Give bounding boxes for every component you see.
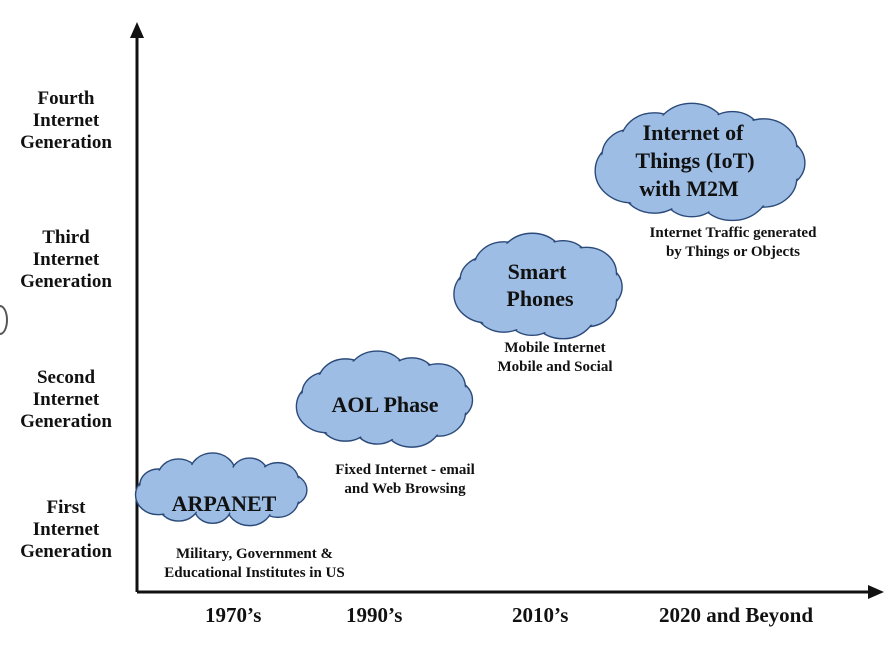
cloud-label-iot-line3: with M2M <box>639 176 739 201</box>
caption-smart-phones: Mobile Internet Mobile and Social <box>470 339 640 377</box>
x-label-2020-and-beyond: 2020 and Beyond <box>659 603 814 627</box>
caption-line: Mobile Internet <box>504 340 606 356</box>
y-label-line: Generation <box>20 541 112 562</box>
y-label-line: Internet <box>32 519 100 540</box>
y-label-fourth-generation: Fourth Internet Generation <box>6 88 126 154</box>
y-label-line: Fourth <box>37 88 95 109</box>
cloud-label-arpanet: ARPANET <box>172 491 277 516</box>
caption-line: Internet Traffic generated <box>649 225 817 241</box>
cloud-smart-phones <box>453 232 623 340</box>
cloud-label-smart-line2: Phones <box>506 286 574 311</box>
caption-line: by Things or Objects <box>665 244 801 260</box>
caption-line: Mobile and Social <box>497 359 613 375</box>
y-label-line: Generation <box>20 411 112 432</box>
caption-iot: Internet Traffic generated by Things or … <box>617 224 849 262</box>
y-axis-arrowhead <box>130 22 144 38</box>
y-label-third-generation: Third Internet Generation <box>6 227 126 293</box>
y-label-first-generation: First Internet Generation <box>6 497 126 563</box>
cloud-iot <box>594 102 806 222</box>
cloud-aol-phase <box>295 350 474 448</box>
x-axis-arrowhead <box>868 585 884 599</box>
y-label-line: Generation <box>20 271 112 292</box>
y-label-line: First <box>46 497 86 518</box>
cloud-label-smart-line1: Smart <box>508 259 567 284</box>
caption-aol-phase: Fixed Internet - email and Web Browsing <box>300 461 510 499</box>
caption-line: Military, Government & <box>175 546 334 562</box>
caption-line: and Web Browsing <box>344 481 466 497</box>
y-label-line: Internet <box>32 389 100 410</box>
cloud-arpanet <box>134 452 308 527</box>
x-label-1970s: 1970’s <box>205 603 262 627</box>
y-label-second-generation: Second Internet Generation <box>6 367 126 433</box>
cloud-label-aol-phase: AOL Phase <box>332 392 439 417</box>
y-label-line: Second <box>36 367 96 388</box>
x-label-1990s: 1990’s <box>346 603 403 627</box>
y-label-line: Internet <box>32 110 100 131</box>
x-label-2010s: 2010’s <box>512 603 569 627</box>
y-label-line: Internet <box>32 249 100 270</box>
y-label-line: Third <box>42 227 90 248</box>
cloud-label-iot-line2: Things (IoT) <box>635 148 754 173</box>
caption-line: Educational Institutes in US <box>164 565 345 581</box>
cloud-label-iot-line1: Internet of <box>643 120 744 145</box>
caption-line: Fixed Internet - email <box>335 462 475 478</box>
caption-arpanet: Military, Government & Educational Insti… <box>132 545 377 583</box>
y-label-line: Generation <box>20 132 112 153</box>
